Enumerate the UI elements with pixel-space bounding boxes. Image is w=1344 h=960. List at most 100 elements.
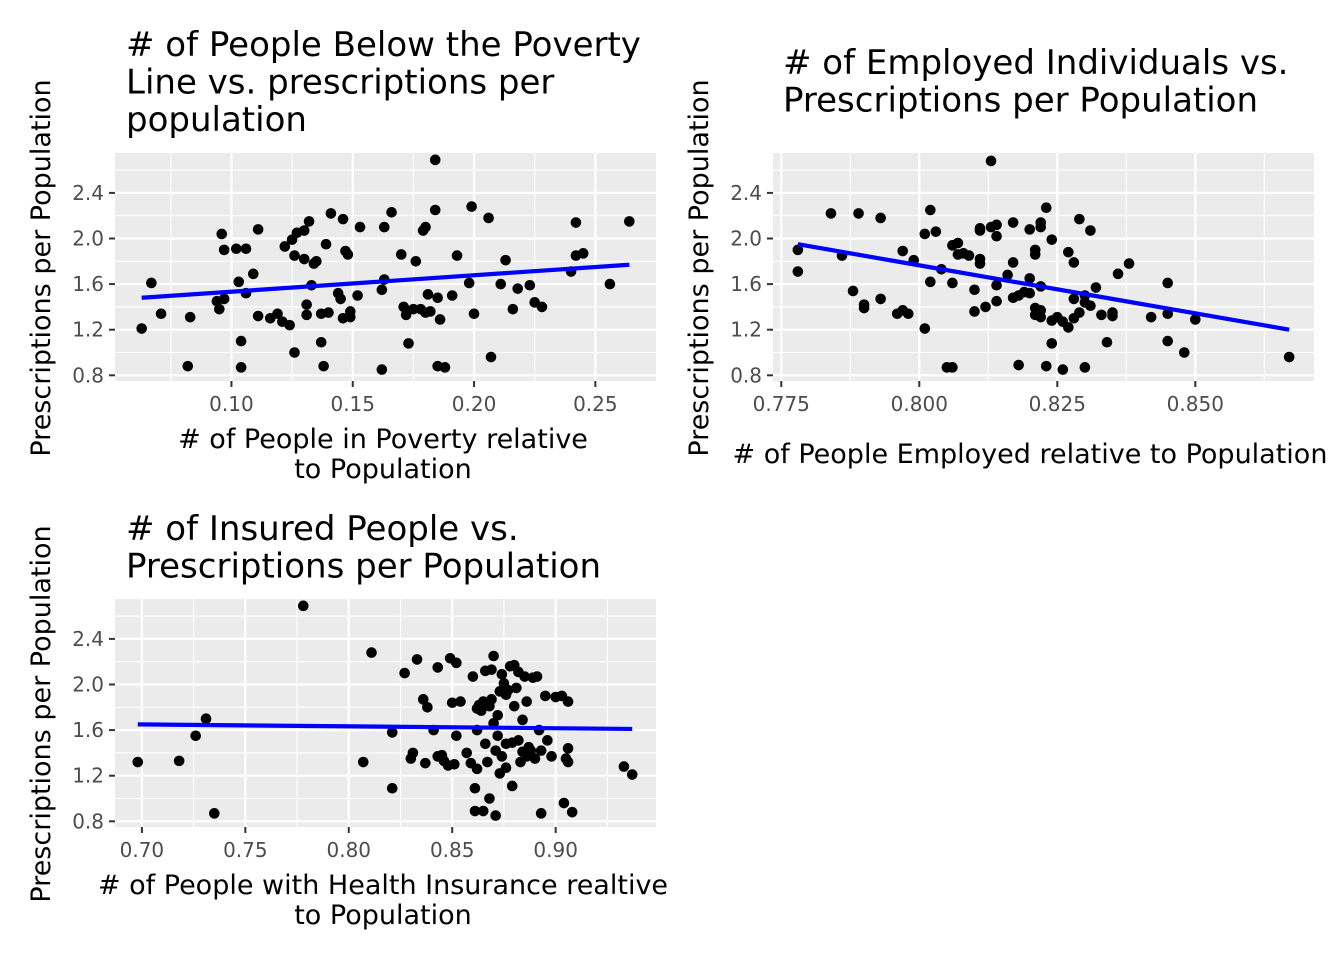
data-point bbox=[399, 667, 410, 679]
data-point bbox=[500, 762, 512, 774]
x-axis-title-line: to Population bbox=[294, 900, 472, 931]
y-axis-title: Prescriptions per Population bbox=[26, 79, 57, 456]
data-point bbox=[252, 224, 264, 235]
data-point bbox=[521, 696, 532, 707]
data-point bbox=[985, 155, 997, 167]
data-point bbox=[486, 694, 497, 705]
data-point bbox=[825, 208, 837, 219]
data-point bbox=[345, 311, 356, 323]
data-point bbox=[604, 278, 616, 290]
data-point bbox=[284, 319, 295, 331]
x-axis-title-line: # of People with Health Insurance realti… bbox=[98, 870, 668, 901]
y-tick-label: 0.8 bbox=[72, 363, 104, 387]
data-point bbox=[155, 308, 167, 320]
x-axis-title-line: # of People Employed relative to Populat… bbox=[733, 439, 1328, 470]
data-point bbox=[535, 745, 547, 756]
data-point bbox=[298, 253, 310, 265]
data-point bbox=[969, 306, 980, 317]
data-point bbox=[492, 709, 504, 721]
data-point bbox=[463, 277, 475, 289]
data-point bbox=[233, 276, 245, 288]
data-point bbox=[480, 738, 491, 750]
data-point bbox=[311, 255, 322, 267]
data-point bbox=[540, 690, 551, 702]
data-points bbox=[792, 155, 1295, 375]
y-tick-label: 1.2 bbox=[730, 318, 762, 342]
x-tick-label: 0.800 bbox=[891, 392, 948, 416]
data-point bbox=[947, 277, 958, 289]
trend-line bbox=[797, 242, 1290, 332]
data-point bbox=[448, 759, 460, 770]
data-point bbox=[853, 208, 864, 219]
data-point bbox=[1074, 307, 1085, 318]
plot-background bbox=[115, 599, 656, 827]
data-point bbox=[1162, 277, 1174, 289]
data-point bbox=[1085, 225, 1096, 236]
data-point bbox=[146, 277, 157, 289]
gridlines bbox=[115, 599, 656, 827]
data-point bbox=[952, 237, 964, 249]
x-tick-label: 0.20 bbox=[452, 392, 497, 416]
data-point bbox=[1085, 300, 1096, 312]
data-point bbox=[272, 308, 283, 320]
x-tick-label: 0.90 bbox=[533, 838, 578, 862]
y-tick-label: 2.4 bbox=[72, 627, 104, 651]
data-point bbox=[235, 335, 247, 347]
data-point bbox=[279, 241, 291, 252]
data-point bbox=[577, 248, 589, 259]
data-point bbox=[1040, 360, 1052, 372]
y-tick-label: 1.6 bbox=[72, 718, 104, 742]
chart-title: # of Employed Individuals vs. Prescriptio… bbox=[783, 43, 1288, 121]
data-point bbox=[218, 293, 230, 305]
data-point bbox=[1029, 244, 1041, 256]
data-point bbox=[1046, 234, 1058, 245]
data-point bbox=[974, 253, 986, 265]
data-point bbox=[486, 664, 497, 675]
data-point bbox=[1035, 311, 1047, 323]
data-points bbox=[132, 600, 638, 821]
y-axis-title: Prescriptions per Population bbox=[684, 79, 715, 456]
data-point bbox=[446, 697, 458, 709]
data-point bbox=[875, 212, 886, 224]
data-point bbox=[1040, 202, 1052, 214]
data-point bbox=[422, 702, 433, 713]
data-point bbox=[182, 360, 194, 372]
chart-title: # of Insured People vs. Prescriptions per… bbox=[126, 509, 601, 587]
data-point bbox=[495, 278, 507, 290]
data-point bbox=[446, 290, 458, 301]
data-point bbox=[558, 797, 570, 809]
data-point bbox=[315, 336, 327, 348]
data-point bbox=[531, 671, 543, 682]
data-point bbox=[469, 805, 481, 817]
x-tick-label: 0.80 bbox=[327, 838, 372, 862]
data-point bbox=[536, 301, 548, 313]
data-point bbox=[991, 230, 1002, 242]
data-point bbox=[318, 360, 329, 372]
y-tick-label: 0.8 bbox=[72, 809, 104, 833]
data-point bbox=[482, 756, 493, 768]
chart-panel-2: 0.8 1.2 1.6 2.0 2.4 0.775 0.800 0.825 0.850 # of … bbox=[684, 43, 1327, 470]
x-tick-label: 0.25 bbox=[573, 392, 618, 416]
y-tick-label: 0.8 bbox=[730, 363, 762, 387]
data-point bbox=[303, 216, 315, 227]
x-tick-label: 0.85 bbox=[430, 838, 475, 862]
data-point bbox=[451, 730, 462, 742]
data-point bbox=[432, 662, 444, 673]
data-point bbox=[524, 279, 536, 291]
data-point bbox=[357, 756, 369, 768]
data-point bbox=[468, 308, 480, 320]
data-point bbox=[546, 751, 557, 762]
data-point bbox=[562, 756, 574, 768]
y-tick-label: 2.4 bbox=[730, 181, 762, 205]
x-tick-label: 0.70 bbox=[120, 838, 165, 862]
data-point bbox=[969, 284, 980, 296]
data-point bbox=[1063, 322, 1074, 333]
data-point bbox=[1145, 311, 1157, 323]
data-point bbox=[400, 309, 412, 321]
data-point bbox=[420, 221, 431, 233]
data-point bbox=[991, 279, 1002, 291]
data-point bbox=[408, 303, 419, 315]
data-point bbox=[376, 364, 388, 375]
data-point bbox=[875, 293, 886, 305]
